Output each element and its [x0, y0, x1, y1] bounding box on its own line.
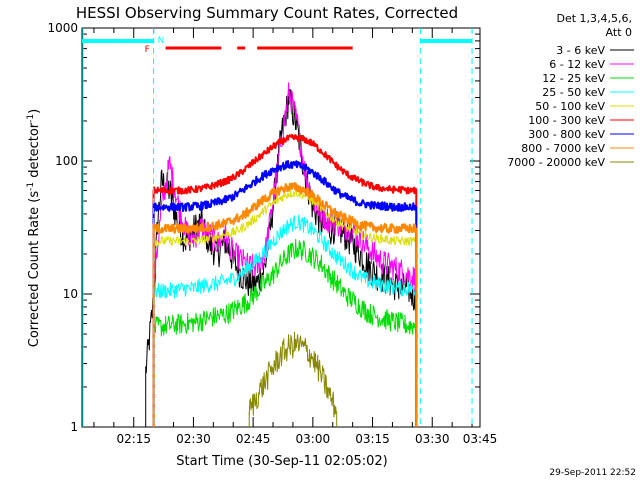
y-axis-label-main: Corrected Count Rate (s — [27, 191, 42, 348]
y-axis-label-end: ) — [27, 109, 42, 114]
legend-label: 3 - 6 keV — [556, 44, 605, 57]
legend-label: 12 - 25 keV — [542, 72, 605, 85]
overlay-layer: FN — [82, 28, 473, 427]
y-tick-label: 1000 — [47, 21, 78, 35]
series-line — [152, 133, 418, 427]
legend-label: 6 - 12 keV — [549, 58, 605, 71]
tick-marks — [82, 27, 481, 428]
series-line — [153, 214, 417, 427]
x-axis-label: Start Time (30-Sep-11 02:05:02) — [176, 454, 387, 469]
flare-marker-label: F — [145, 45, 150, 55]
y-axis-label: Corrected Count Rate (s-1 detector-1) — [26, 109, 42, 347]
series-line — [152, 182, 418, 427]
y-axis-label-sup1: -1 — [26, 182, 36, 191]
legend-label: 25 - 50 keV — [542, 86, 605, 99]
x-tick-label: 03:45 — [463, 432, 498, 446]
legend-header-line1: Det 1,3,4,5,6, — [556, 12, 632, 25]
legend-label: 300 - 800 keV — [528, 128, 605, 141]
y-tick-label: 1 — [70, 420, 78, 434]
x-tick-label: 03:00 — [296, 432, 331, 446]
y-tick-label: 100 — [55, 154, 78, 168]
series-layer — [145, 82, 418, 427]
y-tick-label: 10 — [63, 287, 78, 301]
y-axis-label-sup2: -1 — [26, 114, 36, 123]
x-tick-label: 02:15 — [116, 432, 151, 446]
x-tick-label: 03:15 — [355, 432, 390, 446]
plot-frame — [81, 27, 481, 428]
chart-title: HESSI Observing Summary Count Rates, Cor… — [76, 4, 458, 22]
series-line — [153, 238, 417, 427]
x-tick-label: 02:30 — [176, 432, 211, 446]
night-marker-label: N — [158, 36, 165, 46]
y-tick-labels: 1 10 100 1000 — [47, 21, 78, 434]
x-tick-label: 02:45 — [236, 432, 271, 446]
legend-label: 50 - 100 keV — [535, 100, 605, 113]
legend-label: 100 - 300 keV — [528, 114, 605, 127]
legend-label: 7000 - 20000 keV — [507, 156, 605, 169]
y-axis-label-mid: detector — [27, 122, 42, 182]
series-line — [248, 331, 338, 427]
timestamp: 29-Sep-2011 22:52 — [549, 468, 636, 478]
series-line — [152, 160, 418, 427]
x-tick-label: 03:30 — [415, 432, 450, 446]
x-tick-labels: 02:15 02:30 02:45 03:00 03:15 03:30 03:45 — [116, 432, 497, 446]
legend-header-line2: Att 0 — [606, 26, 632, 39]
series-line — [153, 189, 417, 427]
legend-label: 800 - 7000 keV — [521, 142, 605, 155]
